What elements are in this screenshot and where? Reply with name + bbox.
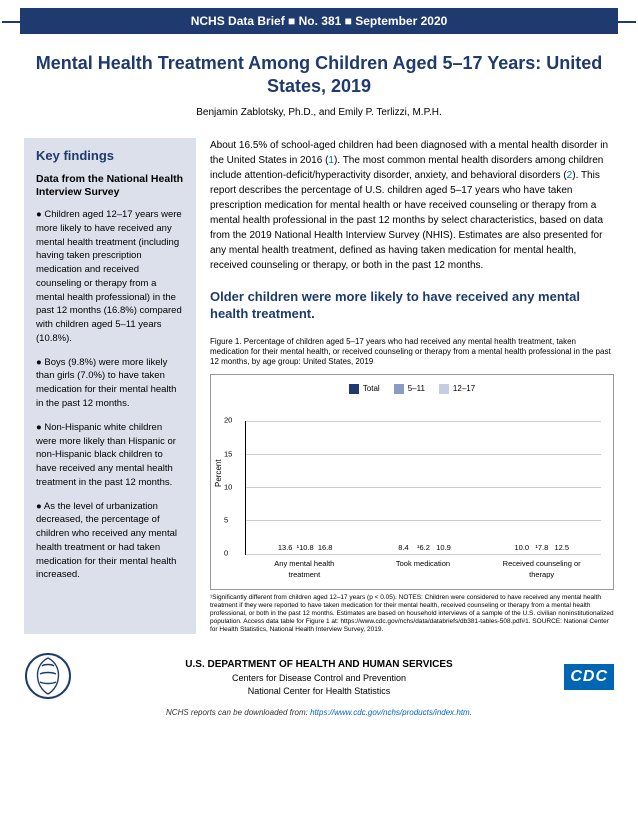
footer: CDC U.S. DEPARTMENT OF HEALTH AND HUMAN … [0,658,638,722]
sidebar-heading: Key findings [36,148,184,163]
finding-4: ● As the level of urbanization decreased… [36,500,184,583]
finding-3: ● Non-Hispanic white children were more … [36,421,184,490]
legend-item: Total [349,383,380,395]
footer-center: National Center for Health Statistics [24,685,614,698]
figure-notes: ¹Significantly different from children a… [210,594,614,635]
header-bar: NCHS Data Brief ■ No. 381 ■ September 20… [20,8,618,34]
figure-caption: Figure 1. Percentage of children aged 5–… [210,337,614,368]
sidebar-subheading: Data from the National Health Interview … [36,173,184,200]
footer-dept: U.S. DEPARTMENT OF HEALTH AND HUMAN SERV… [24,658,614,672]
intro-paragraph: About 16.5% of school-aged children had … [210,138,614,273]
download-link[interactable]: https://www.cdc.gov/nchs/products/index.… [310,708,470,717]
chart-axes: 13.6¹10.816.88.4¹6.210.910.0¹7.812.5 051… [245,421,601,555]
cdc-logo: CDC [564,664,614,690]
download-note: NCHS reports can be downloaded from: htt… [24,708,614,717]
chart-legend: Total 5–11 12–17 [219,383,605,395]
section-heading: Older children were more likely to have … [210,289,614,323]
finding-2: ● Boys (9.8%) were more likely than girl… [36,356,184,411]
key-findings-sidebar: Key findings Data from the National Heal… [24,138,196,635]
chart-area: Percent 13.6¹10.816.88.4¹6.210.910.0¹7.8… [219,401,605,581]
hhs-logo [24,652,72,703]
main-column: About 16.5% of school-aged children had … [210,138,614,635]
content-columns: Key findings Data from the National Heal… [0,138,638,635]
figure-1-chart: Total 5–11 12–17 Percent 13.6¹10.816.88.4¹… [210,374,614,590]
legend-item: 5–11 [394,383,425,395]
finding-1: ● Children aged 12–17 years were more li… [36,208,184,346]
legend-item: 12–17 [439,383,475,395]
document-title: Mental Health Treatment Among Children A… [30,52,608,99]
authors: Benjamin Zablotsky, Ph.D., and Emily P. … [0,107,638,118]
footer-agency: Centers for Disease Control and Preventi… [24,672,614,685]
x-axis-labels: Any mental health treatmentTook medicati… [245,558,601,581]
